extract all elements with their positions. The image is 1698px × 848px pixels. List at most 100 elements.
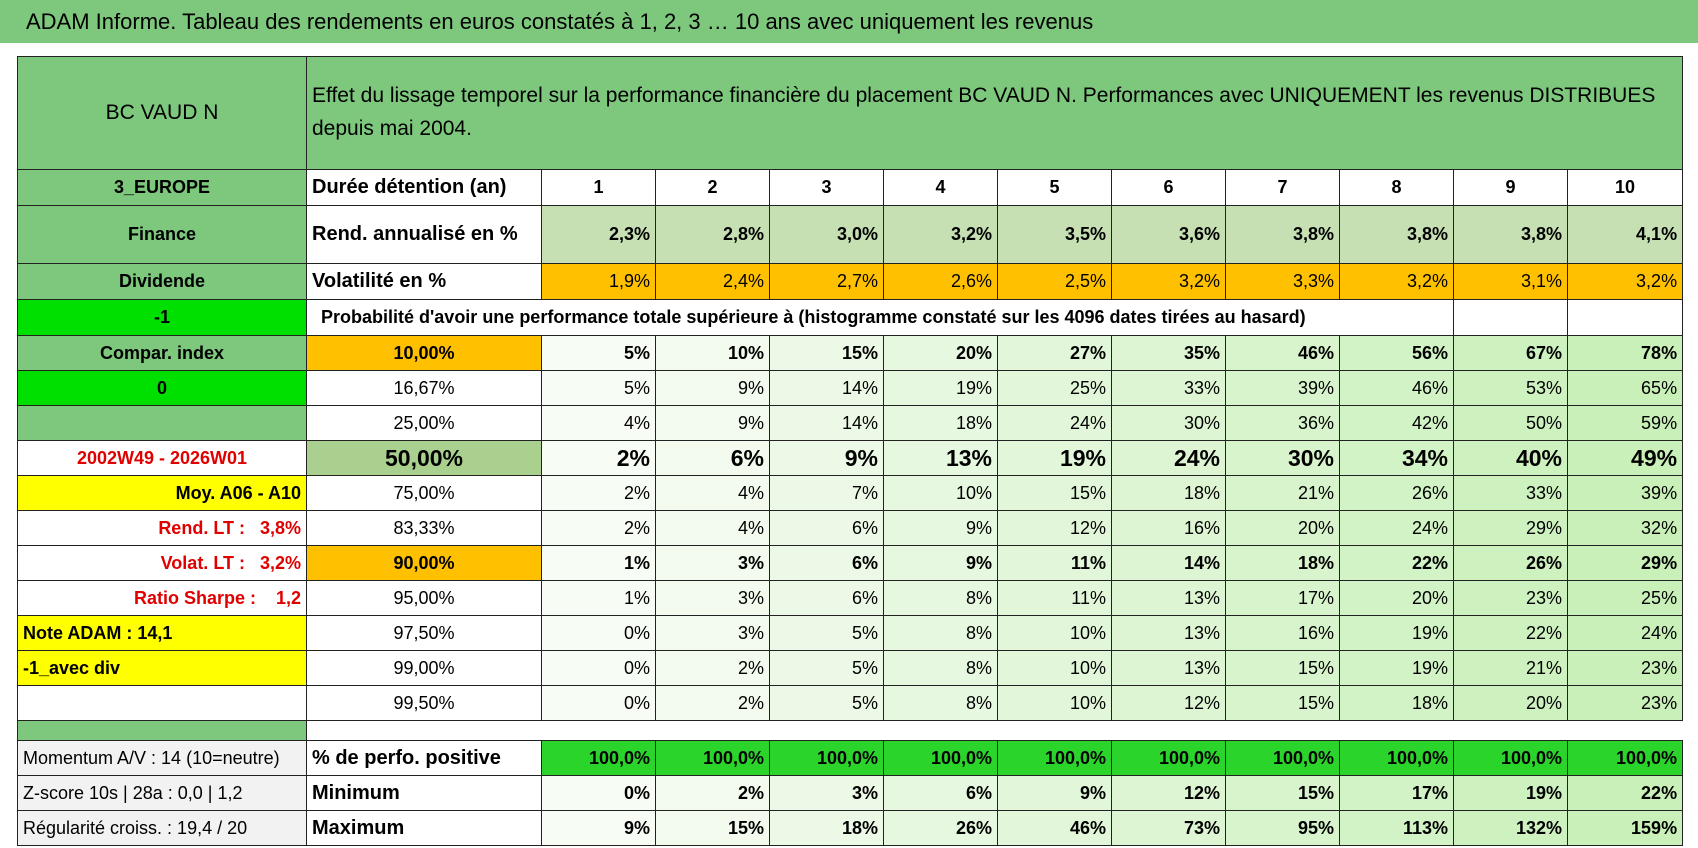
side-label: Compar. index [17, 335, 307, 371]
value-cell: 13% [1111, 615, 1226, 651]
table-row: 3_EUROPE Durée détention (an) 1 2 3 4 5 6 7 8 9 10 [17, 169, 1684, 206]
value-cell: 3,2% [1339, 263, 1454, 300]
value-cell: 6% [883, 775, 998, 811]
side-label: Régularité croiss. : 19,4 / 20 [17, 810, 307, 846]
side-label: Momentum A/V : 14 (10=neutre) [17, 740, 307, 776]
value-cell: 5% [541, 370, 656, 406]
value-cell: 24% [1566, 615, 1684, 651]
value-cell: 56% [1339, 335, 1454, 371]
value-cell: 16% [1225, 615, 1340, 651]
value-cell: 3% [655, 545, 770, 581]
side-label: Rend. LT : 3,8% [17, 510, 307, 546]
value-cell: 2% [541, 510, 656, 546]
value-cell: 18% [1225, 545, 1340, 581]
value-cell: 3% [655, 615, 770, 651]
value-cell: 8% [883, 615, 998, 651]
row-label: Rend. annualisé en % [306, 205, 542, 264]
value-cell: 100,0% [997, 740, 1112, 776]
value-cell: 5% [541, 335, 656, 371]
instrument-name: BC VAUD N [17, 56, 307, 170]
value-cell: 29% [1566, 545, 1684, 581]
row-label: Volatilité en % [306, 263, 542, 300]
side-label [17, 685, 307, 721]
value-cell: 6% [769, 545, 884, 581]
value-cell: 22% [1453, 615, 1568, 651]
value-cell: 3% [769, 775, 884, 811]
table-row: 25,00% 4% 9% 14% 18% 24% 30% 36% 42% 50% 59% [17, 405, 1684, 441]
value-cell: 25% [997, 370, 1112, 406]
table-row: Finance Rend. annualisé en % 2,3% 2,8% 3,0% 3… [17, 205, 1684, 264]
side-label: Finance [17, 205, 307, 264]
value-cell: 2,3% [541, 205, 656, 264]
table-row: BC VAUD N Effet du lissage temporel sur l… [17, 56, 1684, 170]
row-label: 83,33% [306, 510, 542, 546]
value-cell: 9% [769, 440, 884, 476]
value-cell: 11% [997, 545, 1112, 581]
value-cell: 159% [1566, 810, 1684, 846]
value-cell: 95% [1225, 810, 1340, 846]
value-cell: 23% [1453, 580, 1568, 616]
row-label: 75,00% [306, 475, 542, 511]
value-cell: 5% [769, 615, 884, 651]
value-cell: 46% [1225, 335, 1340, 371]
value-cell: 2% [655, 685, 770, 721]
side-label: Volat. LT : 3,2% [17, 545, 307, 581]
value-cell: 67% [1453, 335, 1568, 371]
value-cell: 132% [1453, 810, 1568, 846]
value-cell: 6% [769, 580, 884, 616]
value-cell: 46% [1339, 370, 1454, 406]
spacer [17, 720, 307, 741]
value-cell: 0% [541, 650, 656, 686]
value-cell: 39% [1566, 475, 1684, 511]
row-label: 90,00% [306, 545, 542, 581]
value-cell: 3,6% [1111, 205, 1226, 264]
side-label: -1_avec div [17, 650, 307, 686]
value-cell: 12% [997, 510, 1112, 546]
value-cell: 17% [1225, 580, 1340, 616]
value-cell: 24% [1339, 510, 1454, 546]
value-cell: 32% [1566, 510, 1684, 546]
value-cell: 2% [541, 440, 656, 476]
value-cell: 15% [997, 475, 1112, 511]
value-cell: 9% [997, 775, 1112, 811]
value-cell: 65% [1566, 370, 1684, 406]
value-cell: 34% [1339, 440, 1454, 476]
value-cell: 19% [883, 370, 998, 406]
value-cell: 100,0% [769, 740, 884, 776]
row-label: 99,50% [306, 685, 542, 721]
value-cell: 35% [1111, 335, 1226, 371]
value-cell: 3,8% [1453, 205, 1568, 264]
value-cell: 26% [883, 810, 998, 846]
value-cell: 10% [997, 650, 1112, 686]
value-cell: 0% [541, 775, 656, 811]
value-cell: 13% [883, 440, 998, 476]
value-cell: 19% [1453, 775, 1568, 811]
value-cell: 53% [1453, 370, 1568, 406]
value-cell: 18% [769, 810, 884, 846]
value-cell: 3,2% [1566, 263, 1684, 300]
value-cell: 22% [1339, 545, 1454, 581]
value-cell: 2,8% [655, 205, 770, 264]
value-cell: 2,4% [655, 263, 770, 300]
table-row: 2002W49 - 2026W01 50,00% 2% 6% 9% 13% 19% 24% 30… [17, 440, 1684, 476]
value-cell: 9% [541, 810, 656, 846]
value-cell: 40% [1453, 440, 1568, 476]
value-cell: 20% [1453, 685, 1568, 721]
value-cell: 3,5% [997, 205, 1112, 264]
value-cell: 11% [997, 580, 1112, 616]
value-cell: 3,0% [769, 205, 884, 264]
value-cell: 20% [1225, 510, 1340, 546]
value-cell: 46% [997, 810, 1112, 846]
value-cell: 6% [655, 440, 770, 476]
value-cell: 19% [1339, 650, 1454, 686]
value-cell: 33% [1111, 370, 1226, 406]
row-label: 97,50% [306, 615, 542, 651]
value-cell: 2,7% [769, 263, 884, 300]
row-label: 95,00% [306, 580, 542, 616]
value-cell: 78% [1566, 335, 1684, 371]
row-label: Minimum [306, 775, 542, 811]
side-label: Moy. A06 - A10 [17, 475, 307, 511]
value-cell: 100,0% [1225, 740, 1340, 776]
sheet-title: ADAM Informe. Tableau des rendements en … [0, 0, 1698, 43]
value-cell: 15% [1225, 775, 1340, 811]
